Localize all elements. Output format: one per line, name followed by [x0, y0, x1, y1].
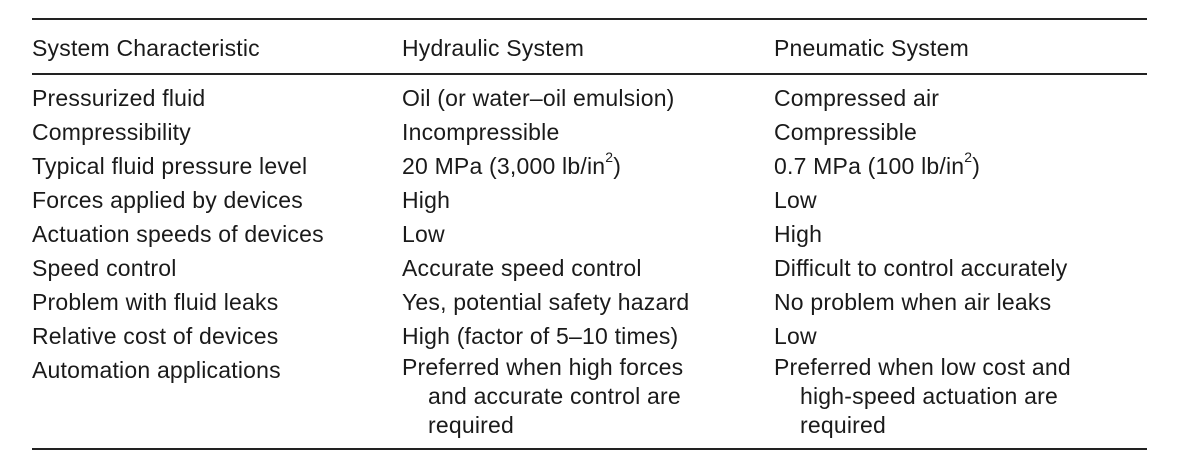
- comparison-table-body: Pressurized fluid Oil (or water–oil emul…: [32, 75, 1147, 440]
- cell-characteristic: Speed control: [32, 254, 177, 281]
- hydraulic-pressure-exponent: 2: [605, 148, 614, 165]
- comparison-table: System Characteristic Hydraulic System P…: [32, 20, 1147, 73]
- comparison-table-container: System Characteristic Hydraulic System P…: [32, 18, 1147, 450]
- cell-characteristic: Typical fluid pressure level: [32, 152, 308, 179]
- table-row: Typical fluid pressure level 20 MPa (3,0…: [32, 149, 1147, 183]
- header-row: System Characteristic Hydraulic System P…: [32, 20, 1147, 73]
- cell-pneumatic: Compressible: [774, 118, 918, 145]
- pneumatic-pressure-exponent: 2: [964, 148, 973, 165]
- pneumatic-automation-line-3: required: [800, 411, 886, 438]
- table-top-rule: [32, 18, 1147, 20]
- pneumatic-automation-line-1: Preferred when low cost and: [774, 353, 1071, 380]
- hydraulic-automation-line-3: required: [428, 411, 514, 438]
- cell-characteristic: Pressurized fluid: [32, 84, 206, 111]
- table-row: Compressibility Incompressible Compressi…: [32, 115, 1147, 149]
- cell-characteristic: Problem with fluid leaks: [32, 288, 279, 315]
- cell-pneumatic: High: [774, 220, 823, 247]
- table-row: Forces applied by devices High Low: [32, 183, 1147, 217]
- table-header-rule: [32, 73, 1147, 75]
- cell-pneumatic: Low: [774, 322, 817, 349]
- hydraulic-pressure-text: 20 MPa (3,000 lb/in: [402, 152, 606, 179]
- pneumatic-pressure-close: ): [972, 152, 981, 179]
- cell-characteristic: Relative cost of devices: [32, 322, 279, 349]
- cell-characteristic: Compressibility: [32, 118, 191, 145]
- header-system-characteristic: System Characteristic: [32, 35, 260, 61]
- cell-hydraulic: Yes, potential safety hazard: [402, 288, 690, 315]
- table-bottom-rule: [32, 447, 1147, 450]
- cell-hydraulic: 20 MPa (3,000 lb/in2): [402, 149, 774, 183]
- table-row: Automation applications Preferred when h…: [32, 353, 1147, 440]
- cell-characteristic: Automation applications: [32, 356, 281, 383]
- cell-characteristic: Actuation speeds of devices: [32, 220, 324, 247]
- cell-hydraulic: High (factor of 5–10 times): [402, 322, 679, 349]
- cell-hydraulic: Low: [402, 220, 445, 247]
- cell-pneumatic: 0.7 MPa (100 lb/in2): [774, 149, 1147, 183]
- cell-pneumatic: Preferred when low cost and high-speed a…: [774, 353, 1147, 440]
- cell-hydraulic: Oil (or water–oil emulsion): [402, 84, 675, 111]
- cell-hydraulic: Preferred when high forces and accurate …: [402, 353, 774, 440]
- table-row: Relative cost of devices High (factor of…: [32, 319, 1147, 353]
- hydraulic-pressure-close: ): [613, 152, 622, 179]
- header-hydraulic-system: Hydraulic System: [402, 35, 585, 61]
- hydraulic-automation-line-2: and accurate control are: [428, 382, 681, 409]
- header-pneumatic-system: Pneumatic System: [774, 35, 969, 61]
- table-row: Actuation speeds of devices Low High: [32, 217, 1147, 251]
- pneumatic-pressure-text: 0.7 MPa (100 lb/in: [774, 152, 965, 179]
- table-header: System Characteristic Hydraulic System P…: [32, 20, 1147, 73]
- pneumatic-automation-line-2: high-speed actuation are: [800, 382, 1058, 409]
- cell-pneumatic: No problem when air leaks: [774, 288, 1052, 315]
- cell-pneumatic: Low: [774, 186, 817, 213]
- table-row: Pressurized fluid Oil (or water–oil emul…: [32, 75, 1147, 115]
- cell-pneumatic: Difficult to control accurately: [774, 254, 1068, 281]
- cell-hydraulic: High: [402, 186, 451, 213]
- hydraulic-automation-line-1: Preferred when high forces: [402, 353, 684, 380]
- cell-characteristic: Forces applied by devices: [32, 186, 303, 213]
- table-row: Problem with fluid leaks Yes, potential …: [32, 285, 1147, 319]
- cell-hydraulic: Accurate speed control: [402, 254, 642, 281]
- cell-hydraulic: Incompressible: [402, 118, 560, 145]
- table-row: Speed control Accurate speed control Dif…: [32, 251, 1147, 285]
- cell-pneumatic: Compressed air: [774, 84, 940, 111]
